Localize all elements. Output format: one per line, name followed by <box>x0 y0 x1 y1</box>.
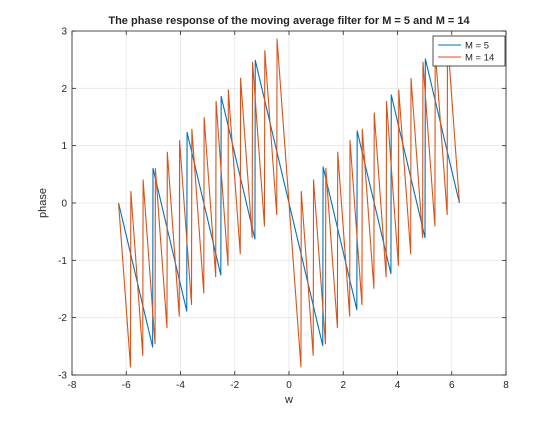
x-tick-label: -4 <box>176 380 185 391</box>
x-tick-label: 0 <box>286 380 292 391</box>
series-line-m14 <box>118 38 460 368</box>
y-tick-label: 0 <box>61 199 67 210</box>
y-tick-label: -3 <box>58 371 67 382</box>
x-tick-label: 6 <box>449 380 455 391</box>
y-tick-label: 2 <box>61 84 67 95</box>
y-axis-label: phase <box>37 188 49 218</box>
legend: M = 5M = 14 <box>432 35 506 67</box>
legend-box <box>432 35 506 67</box>
x-tick-label: 8 <box>503 380 509 391</box>
ticks: -8 -6 -4 -2 0 2 4 6 8 -3 -2 -1 0 1 2 3 <box>58 27 509 392</box>
y-tick-label: -1 <box>58 256 67 267</box>
legend-label: M = 14 <box>465 52 494 63</box>
x-axis-label: w <box>284 394 293 406</box>
y-tick-label: 3 <box>61 27 67 38</box>
legend-label: M = 5 <box>465 40 489 51</box>
x-tick-label: -2 <box>230 380 239 391</box>
x-tick-label: 2 <box>340 380 346 391</box>
chart-title: The phase response of the moving average… <box>108 15 470 27</box>
y-tick-label: -2 <box>58 313 67 324</box>
x-tick-label: -6 <box>122 380 131 391</box>
y-tick-label: 1 <box>61 141 67 152</box>
x-tick-label: 4 <box>395 380 401 391</box>
x-tick-label: -8 <box>68 380 77 391</box>
series-group <box>118 38 460 368</box>
